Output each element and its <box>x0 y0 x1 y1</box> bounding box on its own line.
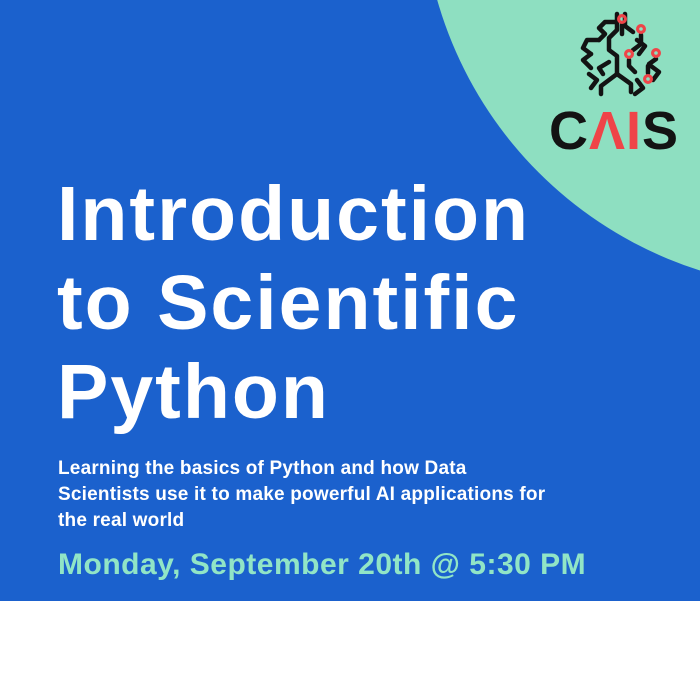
brain-circuit-icon <box>580 11 662 97</box>
event-description: Learning the basics of Python and how Da… <box>58 458 546 531</box>
logo-letter: Λ <box>589 101 627 161</box>
cais-wordmark: CΛIS <box>549 103 679 159</box>
logo-letter: S <box>642 101 680 161</box>
main-panel: CΛIS Introduction to Scientific Python L… <box>0 0 700 601</box>
footer-bar: CARLETON AI SOCIETY <box>0 601 700 700</box>
event-title: Introduction to Scientific Python <box>57 171 531 435</box>
logo-letter: I <box>626 101 643 161</box>
event-datetime: Monday, September 20th @ 5:30 PM <box>58 548 587 581</box>
logo-letter: C <box>549 101 589 161</box>
